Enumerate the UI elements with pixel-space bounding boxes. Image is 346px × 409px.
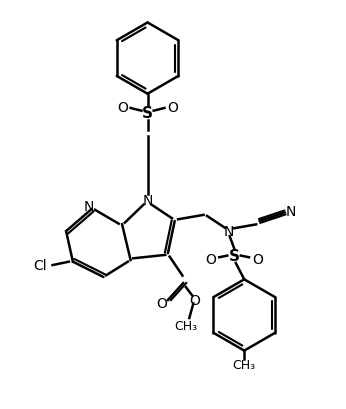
Text: O: O [117,101,128,115]
Text: N: N [224,225,234,238]
Text: N: N [142,193,153,207]
Text: O: O [252,252,263,266]
Text: S: S [142,106,153,121]
Text: O: O [205,252,216,266]
Text: N: N [286,204,296,218]
Text: S: S [229,249,239,263]
Text: CH₃: CH₃ [233,358,256,371]
Text: O: O [156,296,167,310]
Text: O: O [190,293,200,307]
Text: N: N [84,200,94,214]
Text: Cl: Cl [33,258,47,272]
Text: O: O [167,101,178,115]
Text: CH₃: CH₃ [174,319,198,332]
